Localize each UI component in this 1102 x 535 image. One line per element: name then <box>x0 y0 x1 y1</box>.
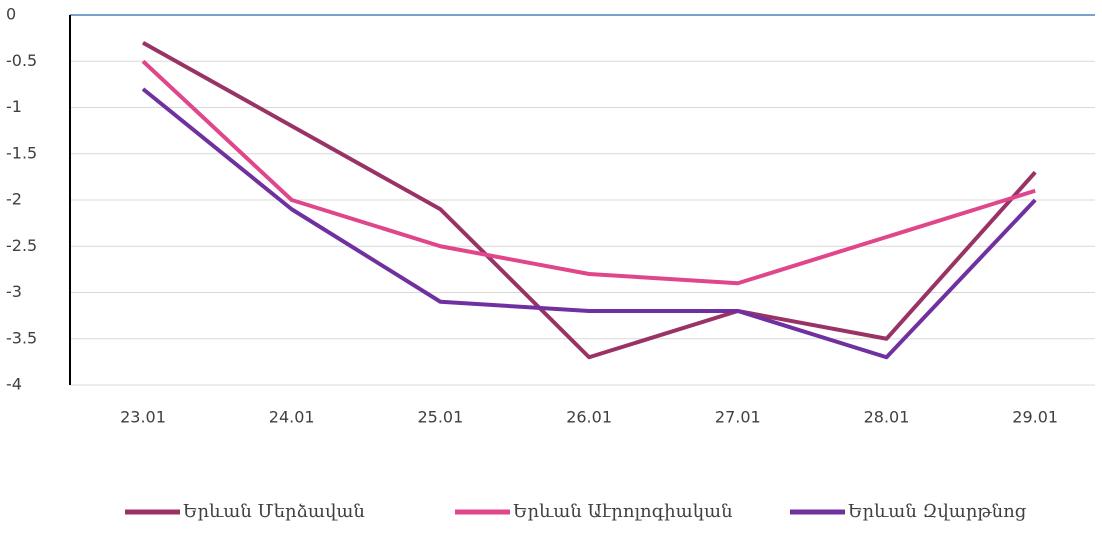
x-tick-label: 25.01 <box>417 408 463 427</box>
y-tick-label: -3.5 <box>6 328 37 347</box>
y-tick-label: -2 <box>6 190 22 209</box>
x-tick-label: 26.01 <box>566 408 612 427</box>
x-tick-label: 29.01 <box>1012 408 1058 427</box>
y-tick-label: -2.5 <box>6 236 37 255</box>
legend-label: Երևան Մերձավան <box>183 501 365 522</box>
series-line <box>142 41 1037 360</box>
x-tick-label: 23.01 <box>120 408 166 427</box>
y-tick-label: -0.5 <box>6 51 37 70</box>
x-tick-label: 28.01 <box>864 408 910 427</box>
y-tick-label: 0 <box>6 5 16 24</box>
y-tick-label: -3 <box>6 282 22 301</box>
x-tick-label: 24.01 <box>269 408 315 427</box>
series-line <box>141 59 1036 286</box>
y-tick-label: -1 <box>6 97 22 116</box>
x-tick-label: 27.01 <box>715 408 761 427</box>
legend-label: Երևան Աէրոլոգիական <box>513 501 733 522</box>
y-tick-label: -1.5 <box>6 143 37 162</box>
series-line <box>141 87 1037 360</box>
legend-label: Երևան Զվարթնոց <box>848 501 1027 522</box>
y-tick-label: -4 <box>6 375 22 394</box>
